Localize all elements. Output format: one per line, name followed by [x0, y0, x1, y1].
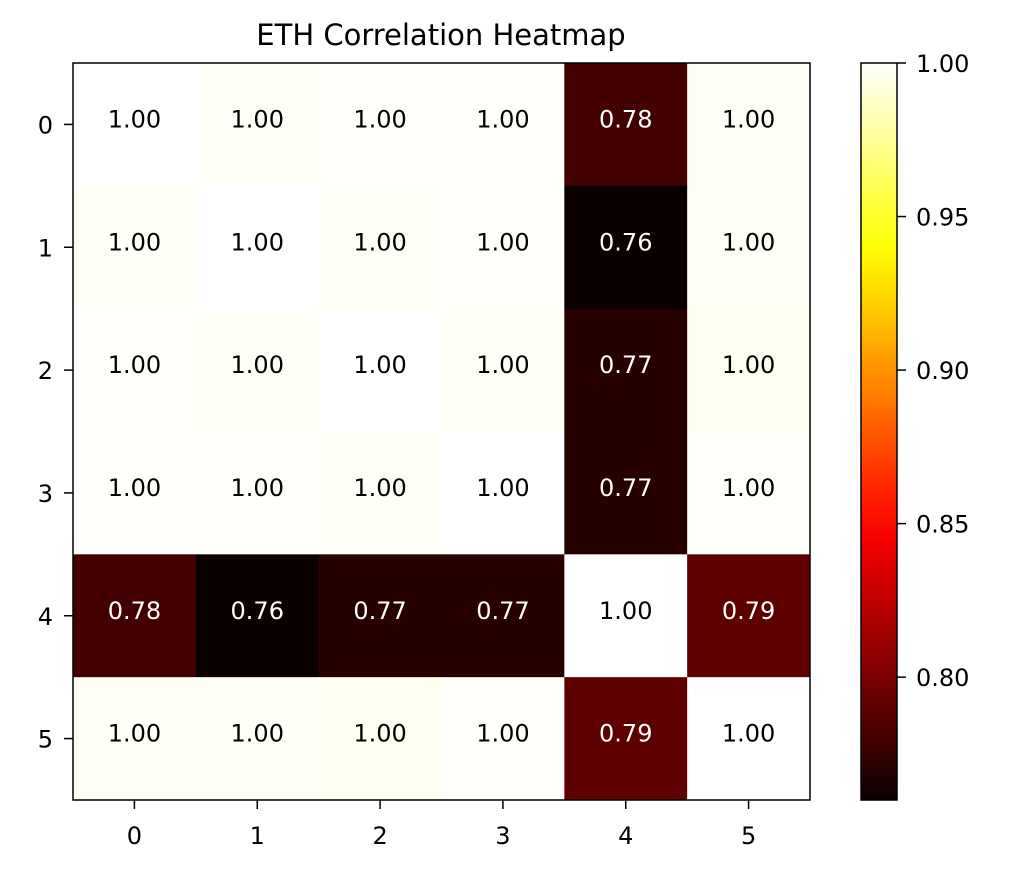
heatmap-cell-4-3 — [441, 554, 565, 678]
cell-value-label: 0.77 — [599, 351, 652, 379]
cell-value-label: 1.00 — [722, 720, 775, 748]
cell-value-label: 1.00 — [353, 720, 406, 748]
y-tick-label: 1 — [38, 234, 53, 262]
x-tick-label: 1 — [250, 822, 265, 850]
heatmap-cell-0-3 — [441, 63, 565, 187]
y-tick-label: 0 — [38, 111, 53, 139]
heatmap-cell-1-4 — [564, 185, 688, 310]
x-tick-label: 2 — [372, 822, 387, 850]
heatmap-cell-3-5 — [687, 431, 811, 555]
cell-value-label: 1.00 — [722, 228, 775, 256]
y-tick-label: 4 — [38, 603, 53, 631]
heatmap-cell-1-3 — [441, 185, 565, 310]
heatmap-cell-3-3 — [441, 431, 565, 555]
cell-value-label: 1.00 — [353, 105, 406, 133]
heatmap-cell-1-1 — [195, 185, 320, 310]
colorbar-tick-label: 0.95 — [916, 204, 969, 232]
cell-value-label: 1.00 — [108, 720, 161, 748]
cell-value-label: 1.00 — [722, 351, 775, 379]
heatmap-cell-2-2 — [318, 308, 442, 432]
heatmap-cell-4-0 — [73, 554, 197, 678]
cell-value-label: 1.00 — [476, 720, 529, 748]
cell-value-label: 0.78 — [108, 597, 161, 625]
cell-value-label: 0.78 — [599, 105, 652, 133]
heatmap-cell-2-1 — [195, 308, 320, 432]
x-tick-label: 4 — [618, 822, 633, 850]
heatmap-cells — [73, 63, 811, 801]
cell-value-label: 1.00 — [108, 474, 161, 502]
colorbar-ticks: 0.80 0.85 0.90 0.95 1.00 — [897, 50, 969, 692]
heatmap-cell-4-5 — [687, 554, 811, 678]
heatmap-cell-1-5 — [687, 185, 811, 310]
cell-value-label: 0.79 — [599, 720, 652, 748]
colorbar-tick-label: 0.85 — [916, 511, 969, 539]
cell-value-label: 0.79 — [722, 597, 775, 625]
x-tick-label: 0 — [127, 822, 142, 850]
plot-frame — [72, 62, 811, 801]
heatmap-cell-5-4 — [564, 677, 688, 801]
heatmap-cell-2-0 — [73, 308, 197, 432]
cell-value-label: 1.00 — [476, 228, 529, 256]
cell-value-label: 0.76 — [599, 228, 652, 256]
heatmap-cell-5-0 — [73, 677, 197, 801]
cell-value-label: 1.00 — [599, 597, 652, 625]
heatmap-cell-0-0 — [73, 63, 197, 187]
cell-value-label: 0.77 — [353, 597, 406, 625]
colorbar-tick-label: 0.90 — [916, 357, 969, 385]
cell-value-label: 1.00 — [231, 474, 284, 502]
heatmap-cell-0-1 — [195, 63, 320, 187]
cell-value-label: 1.00 — [108, 228, 161, 256]
heatmap-cell-1-2 — [318, 185, 442, 310]
cell-value-label: 0.77 — [599, 474, 652, 502]
cell-value-label: 1.00 — [231, 351, 284, 379]
heatmap-cell-4-4 — [564, 554, 688, 678]
heatmap-cell-labels: 1.00 1.00 1.00 1.00 0.78 1.00 1.00 1.00 1.00 1.00… — [108, 105, 776, 747]
cell-value-label: 1.00 — [231, 228, 284, 256]
cell-value-label: 0.77 — [476, 597, 529, 625]
heatmap-cell-5-3 — [441, 677, 565, 801]
heatmap-cell-3-0 — [73, 431, 197, 555]
x-axis-ticks: 0 1 2 3 4 5 — [127, 800, 756, 850]
y-tick-label: 2 — [38, 357, 53, 385]
cell-value-label: 1.00 — [476, 105, 529, 133]
heatmap-cell-3-2 — [318, 431, 442, 555]
cell-value-label: 1.00 — [231, 105, 284, 133]
cell-value-label: 1.00 — [722, 105, 775, 133]
heatmap-cell-0-2 — [318, 63, 442, 187]
heatmap-cell-5-1 — [195, 677, 320, 801]
y-tick-label: 3 — [38, 480, 53, 508]
heatmap-cell-5-5 — [687, 677, 811, 801]
heatmap-cell-5-2 — [318, 677, 442, 801]
cell-value-label: 0.76 — [231, 597, 284, 625]
cell-value-label: 1.00 — [108, 105, 161, 133]
chart-title: ETH Correlation Heatmap — [256, 18, 625, 52]
x-tick-label: 3 — [495, 822, 510, 850]
heatmap-cell-2-5 — [687, 308, 811, 432]
heatmap-cell-4-1 — [195, 554, 320, 678]
cell-value-label: 1.00 — [476, 474, 529, 502]
cell-value-label: 1.00 — [231, 720, 284, 748]
heatmap-cell-2-4 — [564, 308, 688, 432]
cell-value-label: 1.00 — [722, 474, 775, 502]
heatmap-cell-3-1 — [195, 431, 320, 555]
heatmap-cell-4-2 — [318, 554, 442, 678]
y-axis-ticks: 0 1 2 3 4 5 — [38, 111, 73, 754]
y-tick-label: 5 — [38, 726, 53, 754]
colorbar-tick-label: 0.80 — [916, 664, 969, 692]
colorbar — [860, 62, 898, 801]
heatmap-cell-0-5 — [687, 63, 811, 187]
heatmap-cell-0-4 — [564, 63, 688, 187]
colorbar-tick-label: 1.00 — [916, 50, 969, 78]
cell-value-label: 1.00 — [353, 228, 406, 256]
heatmap-cell-1-0 — [73, 185, 197, 310]
heatmap-cell-3-4 — [564, 431, 688, 555]
x-tick-label: 5 — [741, 822, 756, 850]
cell-value-label: 1.00 — [476, 351, 529, 379]
heatmap-cell-2-3 — [441, 308, 565, 432]
cell-value-label: 1.00 — [353, 351, 406, 379]
cell-value-label: 1.00 — [108, 351, 161, 379]
cell-value-label: 1.00 — [353, 474, 406, 502]
